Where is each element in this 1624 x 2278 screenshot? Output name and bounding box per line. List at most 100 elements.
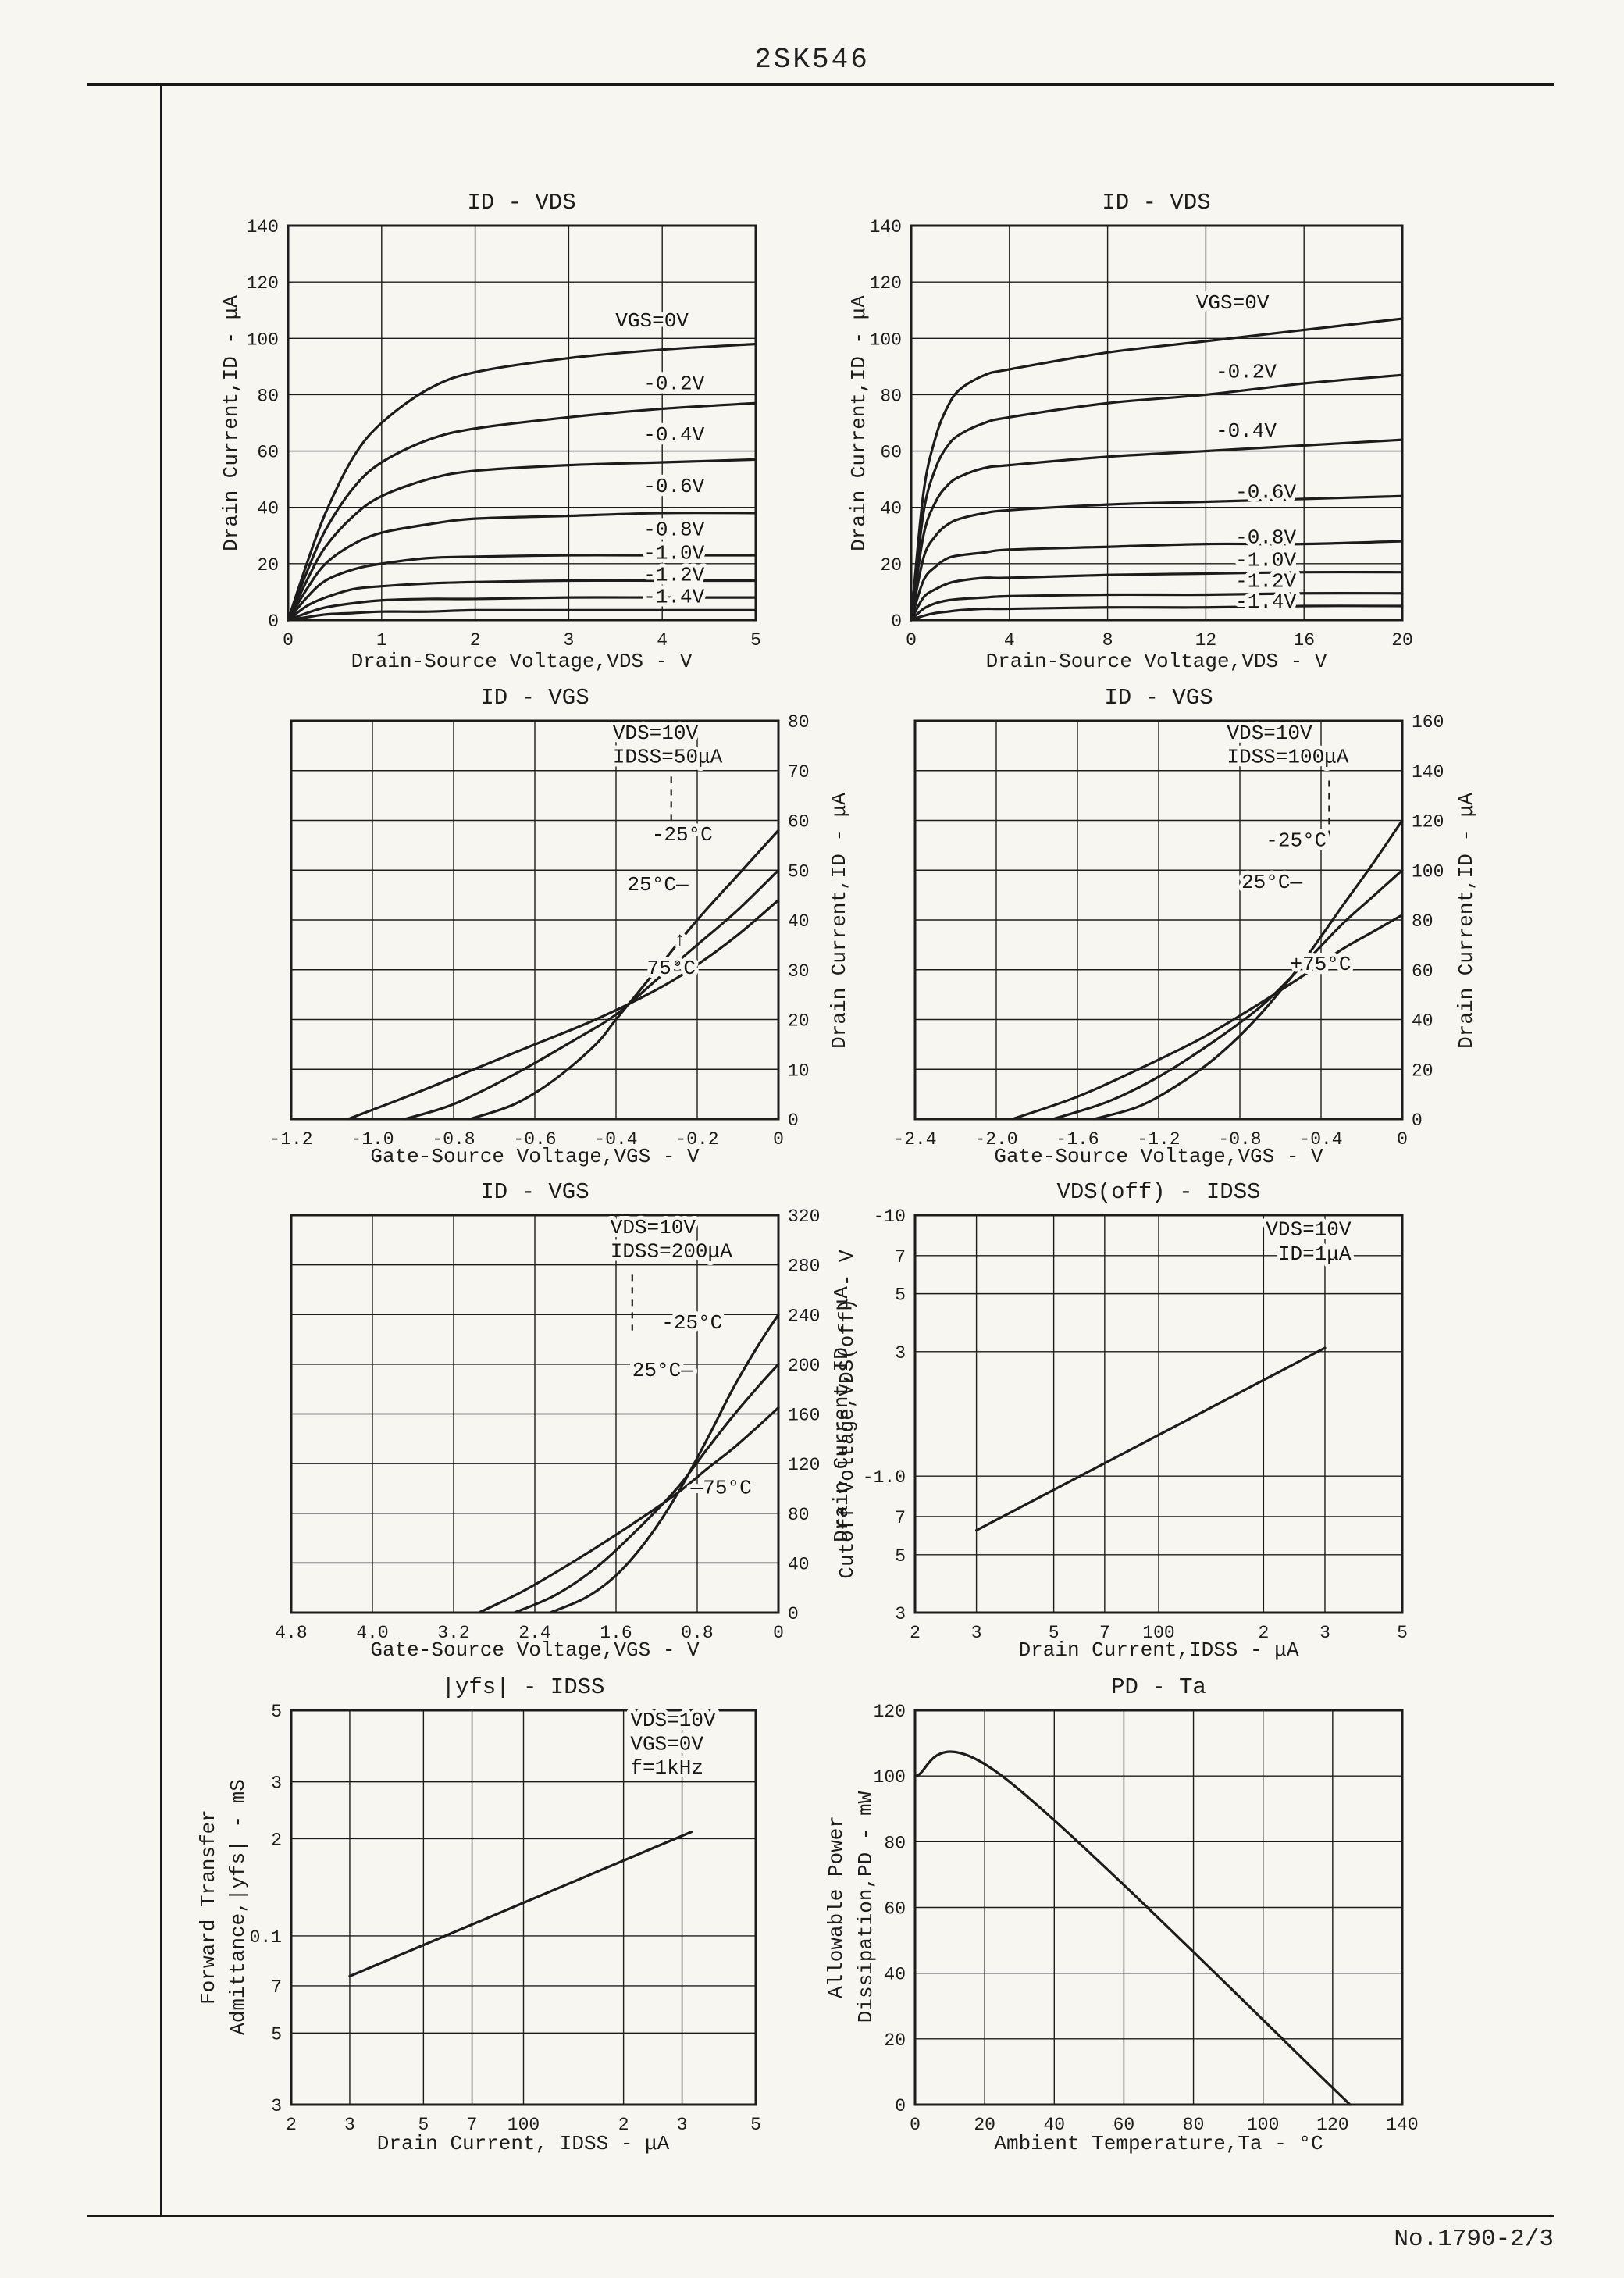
svg-text:25°C—: 25°C— [1241,871,1302,894]
header-rule [87,83,1554,86]
svg-text:-25°C: -25°C [1266,829,1327,853]
svg-text:-1.0V: -1.0V [1235,548,1296,572]
svg-text:8: 8 [1102,630,1113,651]
svg-text:0: 0 [283,630,294,651]
svg-text:5: 5 [750,630,761,651]
tick-labels: 0 1 2 3 4 5 0 20 40 60 80 100 120 140 [247,217,761,651]
curves [348,1831,693,1978]
svg-text:0: 0 [1397,1129,1408,1150]
curves [347,829,780,1121]
svg-text:7: 7 [467,2115,478,2135]
svg-text:0: 0 [891,611,902,632]
svg-text:60: 60 [1113,2115,1135,2135]
svg-text:20: 20 [257,555,279,576]
svg-text:160: 160 [788,1406,820,1426]
svg-text:140: 140 [247,217,279,237]
curve--1.0V [287,579,757,622]
svg-text:5: 5 [418,2115,429,2135]
svg-text:-1.2V: -1.2V [643,564,704,587]
chart-7-plot: 0 20 40 60 80 100 120 140 0 20 40 60 80 100 120 [874,1702,1419,2135]
svg-text:-0.6V: -0.6V [643,475,704,498]
svg-text:80: 80 [1183,2115,1205,2135]
svg-text:-1.0: -1.0 [351,1129,394,1150]
svg-text:16: 16 [1293,630,1315,651]
svg-text:40: 40 [257,499,279,519]
svg-text:60: 60 [884,1899,906,1920]
svg-text:-0.2V: -0.2V [1216,360,1277,383]
plot-border [287,224,757,622]
svg-text:IDSS=200μA: IDSS=200μA [611,1239,732,1263]
svg-text:2: 2 [470,630,481,651]
curve-+75°C [1011,914,1404,1121]
svg-text:5: 5 [895,1546,906,1567]
svg-text:-0.8V: -0.8V [643,518,704,541]
svg-text:0: 0 [1412,1110,1423,1131]
curves [910,317,1404,622]
svg-text:40: 40 [788,911,810,932]
curve-VGS=0V [287,342,757,622]
svg-text:—75°C: —75°C [690,1476,752,1499]
svg-text:120: 120 [247,273,279,294]
svg-text:-1.6: -1.6 [1056,1129,1099,1150]
svg-text:100: 100 [870,330,902,350]
grid-lines [290,1214,779,1613]
svg-text:2: 2 [618,2115,629,2135]
svg-text:-1.2V: -1.2V [1235,570,1296,594]
svg-text:120: 120 [870,273,902,294]
svg-text:-25°C: -25°C [661,1311,722,1335]
svg-text:4: 4 [657,630,668,651]
svg-text:160: 160 [1412,712,1444,733]
svg-text:20: 20 [974,2115,995,2135]
svg-text:2: 2 [271,1830,282,1850]
curves [1011,818,1404,1121]
plot-border [914,1214,1404,1614]
curve--1.4V [910,604,1404,622]
svg-text:VDS=10V: VDS=10V [611,1216,696,1239]
svg-text:-0.4V: -0.4V [643,423,704,447]
curve-labels: VGS=0V -0.2V -0.4V -0.6V -0.8V-1.0V-1.2V-1.4… [611,305,708,613]
page-title: 2SK546 [754,44,870,76]
grid-lines [914,1709,1403,2105]
svg-text:f=1kHz: f=1kHz [630,1756,703,1780]
svg-text:-1.0V: -1.0V [643,542,704,565]
svg-text:40: 40 [1412,1011,1433,1032]
chart-title-vdsoff-idss: VDS(off) - IDSS [1056,1179,1261,1205]
svg-text:3: 3 [344,2115,355,2135]
svg-text:60: 60 [880,443,902,463]
tick-labels: 0 20 40 60 80 100 120 140 0 20 40 60 80 100 120 [874,1702,1419,2135]
svg-text:5: 5 [1049,1623,1060,1643]
svg-text:20: 20 [880,555,902,576]
svg-text:4: 4 [1004,630,1015,651]
svg-text:-0.4: -0.4 [1299,1129,1342,1150]
curve--0.4V [910,438,1404,622]
svg-text:120: 120 [1316,2115,1348,2135]
x-axis-title: Gate-Source Voltage,VGS - V [370,1145,700,1168]
curve-PD [914,1750,1352,2106]
svg-text:80: 80 [788,712,810,733]
svg-text:100: 100 [1247,2115,1279,2135]
svg-text:+75°C: +75°C [1290,953,1351,976]
svg-text:80: 80 [257,386,279,406]
svg-text:VGS=0V: VGS=0V [630,1733,703,1756]
svg-text:140: 140 [870,217,902,237]
svg-text:10: 10 [788,1061,810,1081]
svg-text:120: 120 [788,1455,820,1475]
curve-VGS=0V [910,317,1404,622]
svg-text:100: 100 [874,1767,906,1788]
svg-text:7: 7 [1099,1623,1110,1643]
svg-text:-2.4: -2.4 [893,1129,936,1150]
tick-labels: 0 4 8 12 16 20 0 20 40 60 80 100 120 140 [870,217,1413,651]
svg-text:-1.4V: -1.4V [643,585,704,608]
svg-text:40: 40 [884,1965,906,1985]
curve--1.2V [287,596,757,622]
svg-text:0: 0 [268,611,279,632]
svg-text:5: 5 [271,1702,282,1722]
svg-text:25°C—: 25°C— [632,1359,693,1382]
svg-text:3: 3 [895,1343,906,1364]
curve--25°C [1092,818,1404,1121]
curve--0.8V [287,554,757,622]
svg-text:120: 120 [874,1702,906,1722]
